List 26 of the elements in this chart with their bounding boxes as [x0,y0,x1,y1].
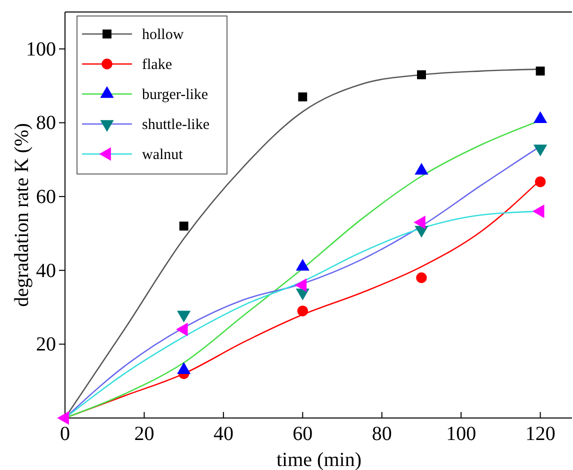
y-tick-label: 80 [36,112,56,134]
point [298,92,308,102]
x-tick-label: 80 [372,423,392,445]
point [179,222,188,231]
point [417,70,426,80]
y-axis-title: degradation rate K (%) [11,123,33,307]
legend-label: walnut [142,147,184,163]
x-tick-label: 40 [213,423,234,445]
x-axis-title: time (min) [276,449,362,470]
legend-label: hollow [142,27,184,43]
x-tick-label: 60 [292,423,313,445]
legend-label: burger-like [142,87,208,103]
y-tick-label: 60 [36,186,56,208]
y-tick-label: 40 [36,260,56,282]
legend-label: flake [142,57,172,73]
point [416,272,427,284]
y-tick-label: 20 [36,334,56,356]
x-tick-label: 120 [525,423,556,445]
x-tick-label: 20 [134,423,154,445]
x-tick-label: 100 [446,423,476,445]
point [536,66,545,76]
legend-label: shuttle-like [142,117,210,133]
point [297,306,308,316]
y-tick-label: 100 [26,38,56,60]
point [534,176,546,188]
x-tick-label: 0 [60,423,70,445]
